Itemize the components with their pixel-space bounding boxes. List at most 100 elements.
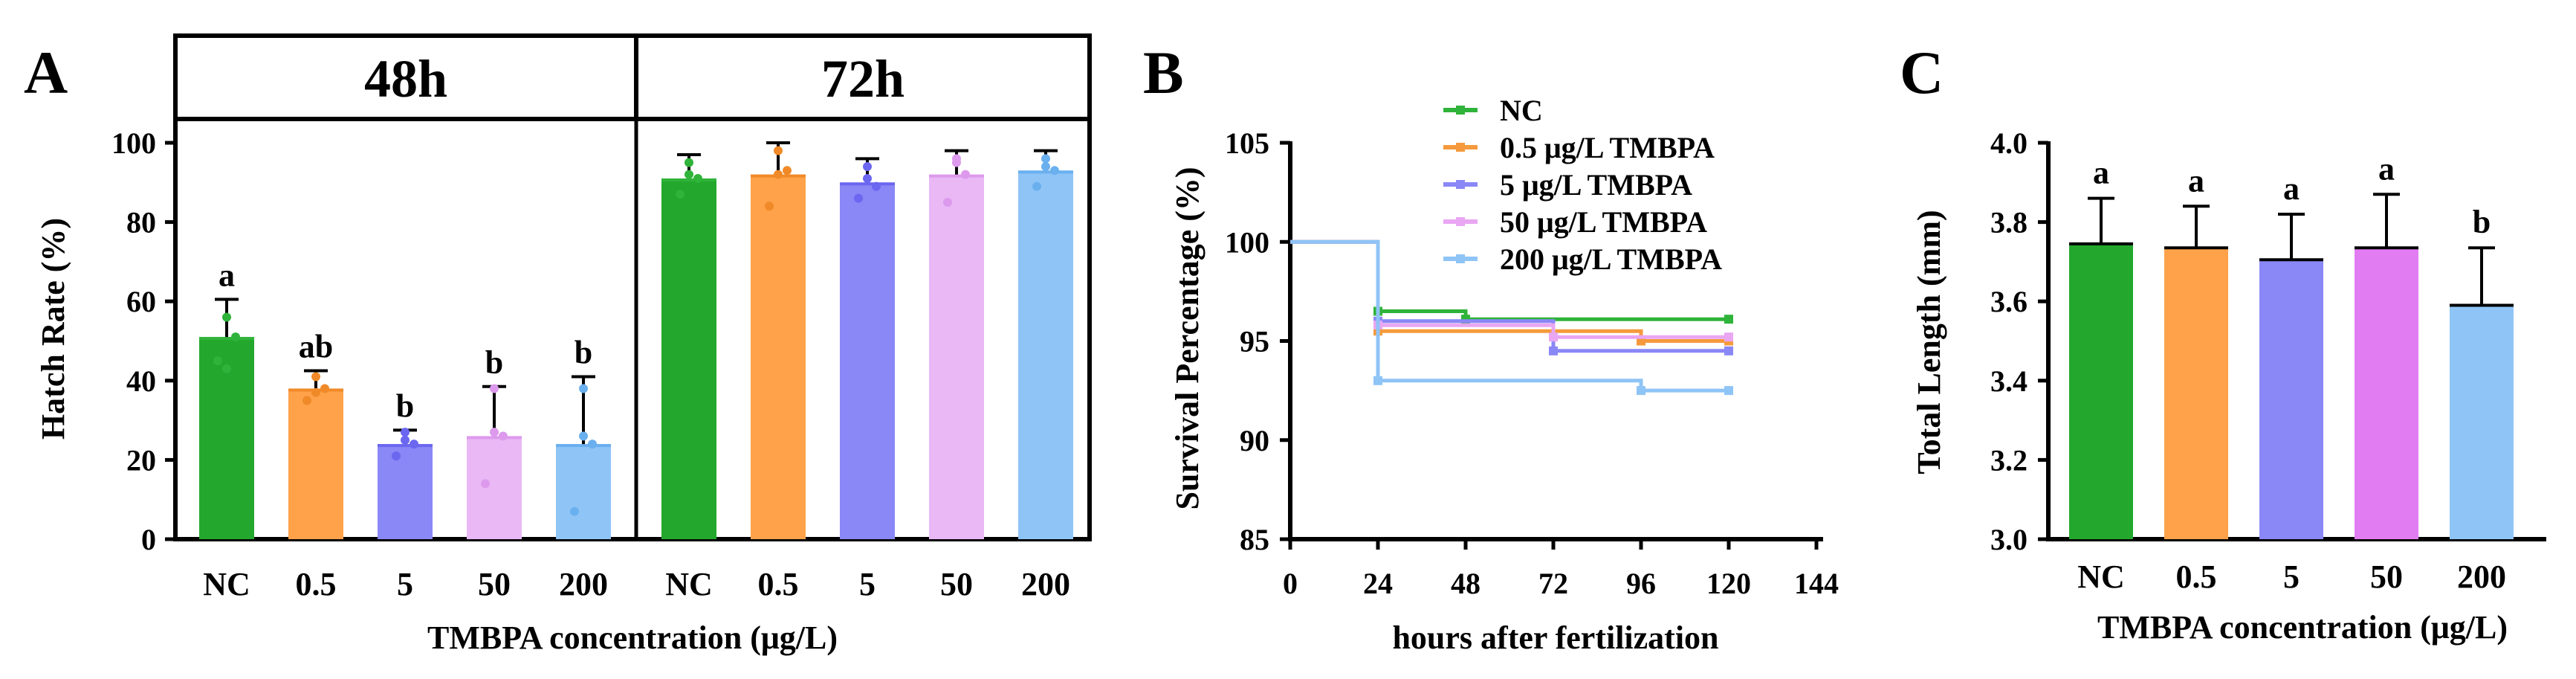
x-tick-label: 24: [1363, 567, 1393, 600]
x-tick-label: 200: [1021, 566, 1070, 602]
y-tick-label: 3.4: [1990, 364, 2028, 398]
significance-label: a: [2283, 170, 2300, 207]
data-point: [481, 479, 490, 489]
panel-b-letter: B: [1143, 39, 1184, 106]
facet-header-72h: 72h: [821, 49, 904, 109]
panel-b-ticks: 85 90 95 100 105 0 24 48 72 96 120 144: [1225, 126, 1839, 600]
significance-label: b: [2473, 204, 2491, 240]
bar: [2355, 248, 2418, 539]
x-tick-label: 96: [1626, 567, 1656, 600]
panel-c: C 3.0 3.2 3.4 3.6 3.8 4.0 a a a a b NC 0.5 5 50 200 T…: [1900, 39, 2546, 646]
y-tick-label: 40: [126, 364, 156, 398]
y-tick-label: 90: [1240, 424, 1269, 457]
censor-mark: [1637, 386, 1645, 396]
bar: [929, 174, 984, 539]
x-tick-label: 120: [1706, 567, 1751, 600]
data-point: [693, 173, 702, 183]
end-mark: [1724, 315, 1733, 324]
end-mark: [1724, 346, 1733, 355]
panel-a: A 48h 72h 0 20 40 60 80 100 a ab b b b NC 0.5 5 50 20…: [24, 33, 1092, 656]
bar-top: [467, 436, 522, 440]
data-point: [685, 158, 693, 167]
x-tick-label: 0.5: [2176, 559, 2217, 595]
facet-header-72h-box: [634, 33, 1092, 121]
data-point: [213, 356, 222, 366]
x-tick-label: 0.5: [296, 566, 337, 602]
data-point: [570, 506, 579, 516]
data-point: [490, 384, 499, 393]
x-tick-label: 200: [2457, 559, 2506, 595]
x-tick-label: 5: [397, 566, 413, 602]
bar: [378, 444, 433, 539]
significance-label: b: [575, 334, 592, 370]
bar-top: [1018, 170, 1073, 174]
y-tick-label: 105: [1225, 126, 1269, 160]
panel-c-letter: C: [1900, 39, 1944, 106]
y-tick-label: 60: [126, 285, 156, 318]
bar-top: [929, 174, 984, 178]
bar-top: [378, 444, 433, 448]
x-tick-label: NC: [665, 566, 713, 602]
bar: [288, 388, 343, 539]
panel-b-y-axis-label: Survival Percentage (%): [1169, 167, 1206, 509]
bar-top: [199, 337, 254, 341]
data-point: [961, 170, 970, 179]
bar: [661, 178, 716, 539]
data-point: [392, 451, 401, 461]
panel-c-y-ticks: 3.0 3.2 3.4 3.6 3.8 4.0: [1990, 126, 2048, 556]
data-point: [783, 166, 792, 176]
data-point: [490, 428, 499, 437]
panel-a-x-axis-label: TMBPA concentration (μg/L): [427, 620, 838, 656]
data-point: [588, 440, 597, 449]
data-point: [1050, 166, 1059, 176]
x-tick-label: 144: [1794, 567, 1839, 600]
bar: [556, 444, 611, 539]
y-tick-label: 100: [1225, 225, 1269, 259]
bar-top: [556, 444, 611, 448]
panel-a-letter: A: [24, 39, 68, 106]
data-point: [320, 384, 329, 393]
survival-line: [1290, 239, 1729, 393]
bar: [840, 182, 895, 540]
significance-label: a: [2188, 162, 2204, 199]
data-point: [410, 440, 418, 449]
y-tick-label: 100: [111, 126, 156, 160]
end-mark: [1724, 332, 1733, 342]
legend-marker: [1456, 143, 1465, 152]
data-point: [952, 158, 961, 167]
panel-c-x-axis-label: TMBPA concentration (μg/L): [2097, 609, 2508, 646]
data-point: [765, 202, 774, 211]
legend-label: 200 μg/L TMBPA: [1500, 242, 1722, 276]
panel-a-y-axis-label: Hatch Rate (%): [35, 218, 71, 440]
legend-label: 0.5 μg/L TMBPA: [1500, 131, 1715, 164]
y-tick-label: 3.6: [1990, 285, 2028, 318]
data-point: [499, 431, 508, 441]
x-tick-label: 50: [478, 566, 511, 602]
legend-label: 5 μg/L TMBPA: [1500, 168, 1692, 202]
x-tick-label: NC: [203, 566, 250, 602]
legend-label: 50 μg/L TMBPA: [1500, 205, 1707, 239]
y-tick-label: 4.0: [1990, 126, 2028, 160]
data-point: [1041, 154, 1050, 164]
data-point: [685, 170, 693, 179]
x-tick-label: 0.5: [758, 566, 799, 602]
x-tick-label: NC: [2077, 559, 2125, 595]
facet-header-48h: 48h: [364, 49, 447, 109]
data-point: [579, 431, 588, 441]
censor-mark: [1373, 376, 1382, 385]
bar-top: [661, 178, 716, 181]
y-tick-label: 3.2: [1990, 443, 2028, 477]
legend-marker: [1456, 106, 1465, 115]
data-point: [863, 161, 872, 171]
y-tick-label: 3.0: [1990, 523, 2028, 556]
x-tick-label: 200: [559, 566, 608, 602]
significance-label: a: [219, 257, 235, 294]
y-tick-label: 80: [126, 206, 156, 239]
x-tick-label: 5: [859, 566, 876, 602]
data-point: [676, 190, 685, 199]
censor-mark: [1549, 332, 1558, 342]
data-point: [1032, 181, 1041, 191]
bar: [751, 174, 806, 539]
data-point: [774, 170, 783, 179]
